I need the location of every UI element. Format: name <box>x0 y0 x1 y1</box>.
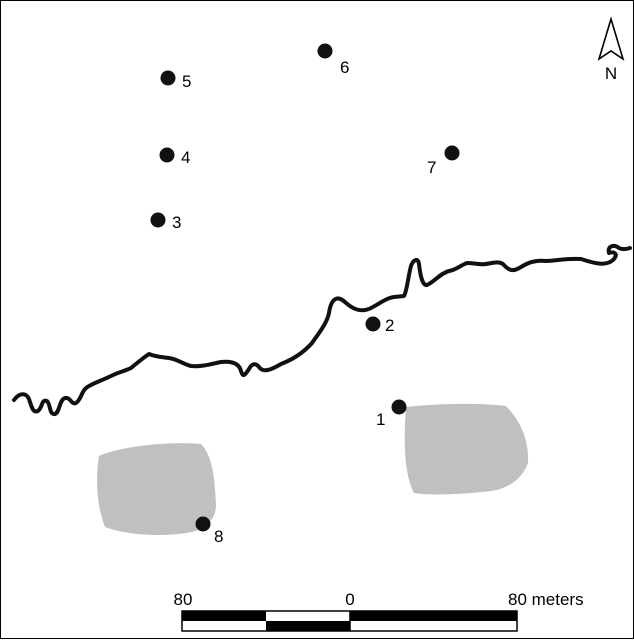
north-label: N <box>605 64 617 83</box>
site-label: 2 <box>385 316 394 335</box>
scale-bar: 80 0 80 meters <box>174 590 584 632</box>
scale-label-left: 80 <box>174 590 193 609</box>
scale-label-right: 80 meters <box>508 590 584 609</box>
site-1: 1 <box>376 399 407 429</box>
site-label: 3 <box>172 213 181 232</box>
site-marker <box>317 43 333 59</box>
scale-segment-1 <box>182 611 266 621</box>
site-marker <box>195 516 211 532</box>
scale-segment-3 <box>350 611 517 621</box>
scale-label-center: 0 <box>345 590 354 609</box>
site-8: 8 <box>195 516 223 546</box>
scale-segment-2 <box>266 621 350 631</box>
site-marker <box>444 145 460 161</box>
gray-feature-right <box>404 403 529 495</box>
gray-feature-left <box>97 443 216 535</box>
site-label: 7 <box>427 158 436 177</box>
site-marker <box>159 147 175 163</box>
site-marker <box>365 316 381 332</box>
north-arrow-icon <box>597 16 625 61</box>
site-6: 6 <box>317 43 349 77</box>
site-label: 4 <box>181 148 190 167</box>
site-marker <box>160 70 176 86</box>
site-label: 6 <box>340 58 349 77</box>
north-arrow: N <box>597 16 625 83</box>
site-2: 2 <box>365 316 394 335</box>
site-label: 8 <box>214 527 223 546</box>
site-4: 4 <box>159 147 190 167</box>
site-label: 5 <box>182 72 191 91</box>
site-marker <box>391 399 407 415</box>
river-line <box>12 243 632 416</box>
site-7: 7 <box>427 145 460 177</box>
site-marker <box>150 212 166 228</box>
site-3: 3 <box>150 212 181 232</box>
site-label: 1 <box>376 410 385 429</box>
site-5: 5 <box>160 70 191 91</box>
